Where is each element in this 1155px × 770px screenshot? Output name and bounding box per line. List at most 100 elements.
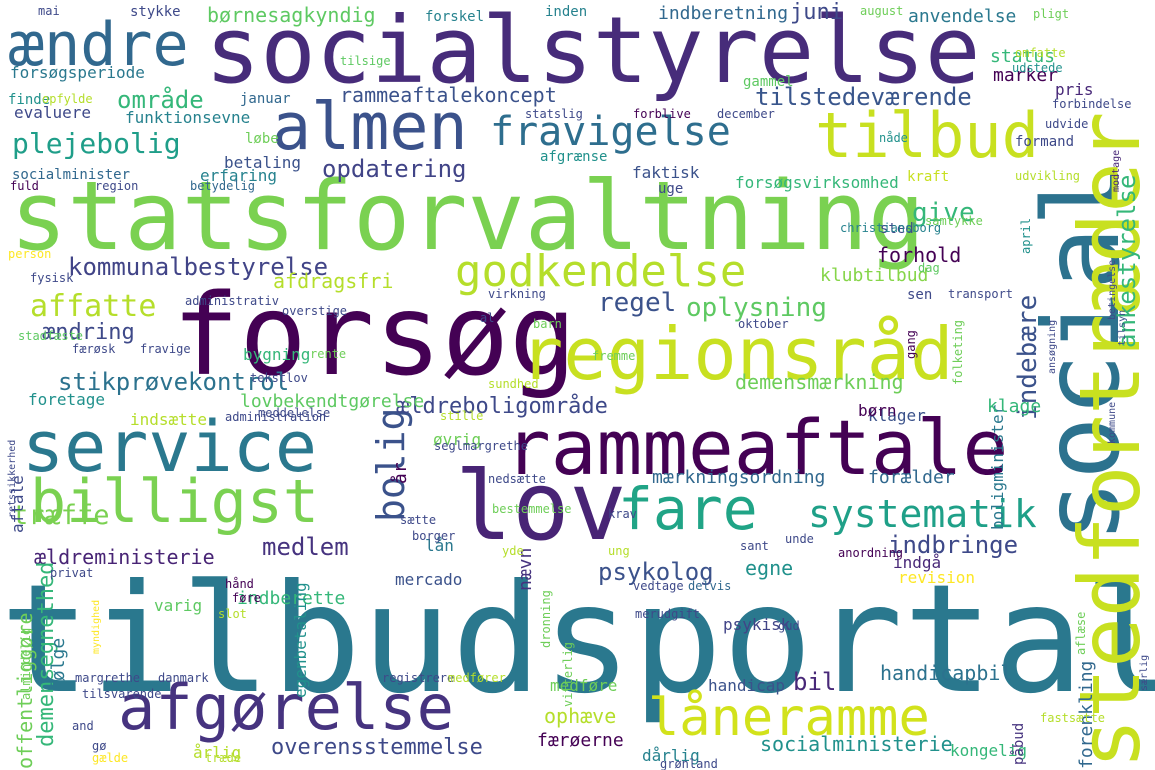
word-danmark: danmark [158,671,209,685]
word-indbringe: indbringe [888,531,1019,559]
word-udvikling: udvikling [1015,169,1081,183]
word-opfylde: opfylde [42,92,93,106]
word-område: område [117,86,204,114]
word-status: status [990,46,1056,67]
word-kommunalbestyrelse: kommunalbestyrelse [68,253,329,281]
word-systematik: systematik [808,492,1037,536]
word-demensmærkning: demensmærkning [735,370,904,394]
word-mærkningsordning: mærkningsordning [652,467,826,488]
word-mercado: mercado [395,570,463,589]
word-rammeaftale: rammeaftale [505,403,1009,492]
word-vedtage: vedtage [633,579,684,593]
word-handicapbil: handicapbil [880,661,1013,685]
word-aflæse: aflæse [1074,611,1088,656]
word-region: region [95,179,139,193]
word-bil: bil [793,668,837,696]
word-afdragsfri: afdragsfri [273,269,394,293]
word-formand: formand [1015,134,1075,150]
word-lån: lån [425,536,454,555]
word-dag: dag [918,261,940,275]
word-sundhed: sundhed [488,377,539,391]
word-gud: gud [778,619,800,633]
word-august: august [860,4,904,18]
word-forskel: forskel [425,9,485,25]
word-kommune: kommune [1107,401,1118,444]
word-fysisk: fysisk [30,271,74,285]
word-sen: sen [907,287,933,303]
word-privat: privat [50,566,94,580]
word-inden: inden [545,4,588,20]
word-fuld: fuld [10,179,39,193]
word-tilbud: tilbud [815,99,1039,172]
word-bestemmelse: bestemmelse [492,502,572,516]
word-gælde: gælde [92,751,129,765]
word-slot: slot [218,607,247,621]
word-øvrig: øvrig [433,430,482,449]
word-indberetning: indberetning [658,3,789,24]
word-registrere: registrere [382,671,455,685]
word-årlig: årlig [193,743,242,762]
word-forsøgsvirksomhed: forsøgsvirksomhed [735,173,899,192]
word-ophæve: ophæve [544,704,617,728]
word-forsøgsperiode: forsøgsperiode [10,63,145,82]
word-regionsråd: regionsråd [520,312,954,396]
word-stykke: stykke [130,4,181,20]
word-sant: sant [740,539,769,553]
word-modtage: modtage [1111,149,1122,192]
word-affatte: affatte [30,289,157,324]
word-evaluere: evaluere [14,103,92,122]
word-løbe: løbe [245,131,279,147]
word-faktisk: faktisk [632,163,700,182]
word-forsøg: forsøg [172,271,577,401]
word-mai: mai [38,4,60,18]
word-tilsyn: tilsyn [1117,309,1128,346]
word-ældreministerie: ældreministerie [34,545,215,569]
word-almen: almen [272,90,468,165]
word-yde: yde [502,544,524,558]
word-påbud: påbud [1011,722,1027,765]
word-virkning: virkning [488,287,546,301]
word-revision: revision [898,568,976,587]
word-stikprøvekontrol: stikprøvekontrol [58,368,290,396]
word-kraft: kraft [907,169,950,185]
word-pris: pris [1055,80,1094,99]
word-fravigelse: fravigelse [490,109,731,155]
word-fremme: fremme [592,349,636,363]
word-almindelig: almindelig [19,627,33,700]
word-meddelelse: meddelelse [258,406,331,420]
word-varig: varig [154,596,203,615]
word-egenbetaling: egenbetaling [291,582,310,699]
word-tekstlov: tekstlov [250,371,308,385]
word-indgå: indgå [893,553,942,572]
word-stadfæste: stadfæste [18,329,84,343]
word-statsforvaltning: statsforvaltning [10,162,926,272]
word-år: år [390,461,411,484]
word-barn: barn [533,317,562,331]
word-anordning: anordning [838,546,904,560]
word-margrethe: margrethe [75,671,141,685]
word-gang: gang [904,329,918,359]
word-funktionsevne: funktionsevne [125,108,251,127]
word-dronning: dronning [539,589,553,648]
word-dårlig: dårlig [642,746,700,765]
word-tilsige: tilsige [340,54,391,68]
word-rammeaftalekoncept: rammeaftalekoncept [340,83,557,107]
word-forælder: forælder [868,467,955,488]
word-hånd: hånd [225,577,254,591]
word-oplysning: oplysning [686,293,827,323]
word-pligt: pligt [1033,7,1070,21]
word-betydelig: betydelig [190,179,256,193]
word-låneramme: låneramme [648,688,930,748]
word-medføre: medføre [550,676,618,695]
word-uge: uge [658,181,684,197]
word-lovbekendtgørelse: lovbekendtgørelse [240,391,425,412]
word-indberette: indberette [237,588,346,609]
word-indsætte: indsætte [130,410,208,429]
word-klage: klage [987,396,1042,417]
word-erfaring: erfaring [200,166,278,185]
word-sted: sted [880,221,914,237]
word-socialstyrelse: socialstyrelse [205,0,981,104]
word-regel: regel [598,288,677,318]
word-billigst: billigst [30,467,319,537]
word-handicap: handicap [708,676,786,695]
